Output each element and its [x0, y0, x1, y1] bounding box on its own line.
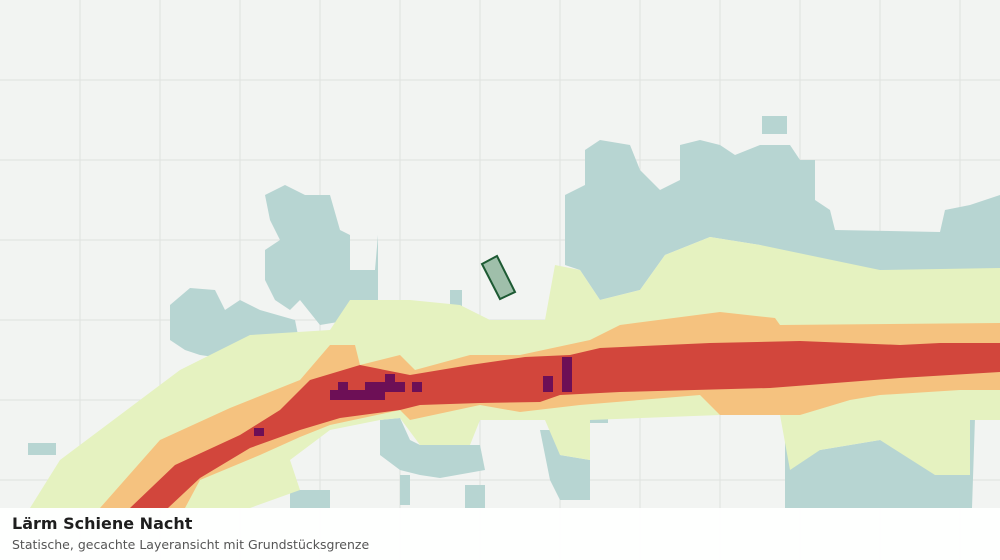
noise-zone-4 [254, 357, 572, 436]
caption: Lärm Schiene Nacht Statische, gecachte L… [0, 508, 1000, 560]
parcel-boundary [480, 254, 517, 301]
map-subtitle: Statische, gecachte Layeransicht mit Gru… [12, 537, 370, 552]
noise-low-zone [28, 116, 1000, 508]
map-title: Lärm Schiene Nacht [12, 514, 193, 533]
